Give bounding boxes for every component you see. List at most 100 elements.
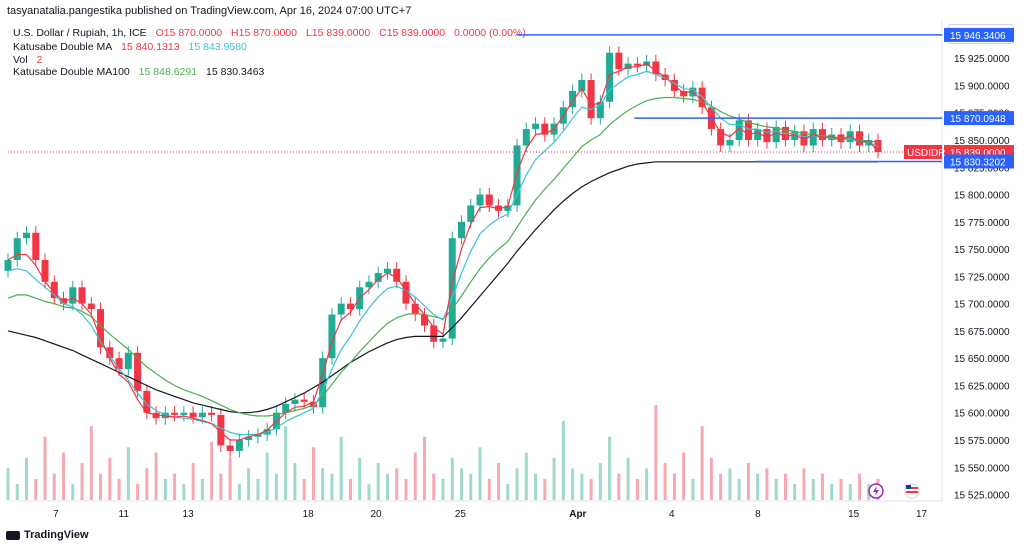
volume-bar — [728, 468, 732, 500]
x-tick-label: 11 — [119, 509, 130, 520]
volume-bar — [654, 405, 658, 500]
volume-bar — [62, 452, 66, 500]
flag-stripe-icon — [906, 491, 918, 493]
candle-body — [346, 303, 354, 310]
x-tick-label: 20 — [370, 509, 382, 520]
volume-bar — [413, 452, 417, 500]
candle-body — [328, 314, 336, 359]
candle-body — [374, 273, 382, 282]
y-tick-label: 15 925.0000 — [954, 54, 1010, 65]
volume-bar — [321, 468, 325, 500]
volume-bar — [709, 457, 713, 500]
double-ma-label[interactable]: Katusabe Double MA — [13, 41, 113, 53]
candle-body — [198, 412, 206, 418]
volume-bar — [580, 473, 584, 500]
candle-body — [726, 140, 734, 146]
candle-body — [448, 238, 456, 339]
volume-bar — [663, 463, 667, 500]
ma100-line — [7, 161, 878, 414]
volume-bar — [598, 463, 602, 500]
symbol-label[interactable]: U.S. Dollar / Rupiah, 1h, ICE — [13, 27, 147, 39]
volume-bar — [182, 484, 186, 500]
volume-bar — [71, 484, 75, 500]
candle-body — [97, 309, 105, 348]
volume-bar — [404, 478, 408, 500]
price-tag — [944, 154, 1014, 169]
volume-bar — [441, 478, 445, 500]
volume-bar — [487, 478, 491, 500]
x-tick-label: Apr — [569, 509, 586, 520]
y-tick-label: 15 775.0000 — [954, 218, 1010, 229]
candle-body — [458, 221, 466, 239]
vol-value: 2 — [36, 54, 43, 66]
candle-body — [439, 338, 447, 342]
candle-body — [689, 87, 697, 97]
volume-bar — [765, 468, 769, 500]
volume-bar — [117, 478, 121, 500]
candle-body — [87, 303, 95, 310]
candle-body — [744, 120, 752, 140]
volume-bar — [543, 478, 547, 500]
volume-bar — [25, 457, 29, 500]
volume-bar — [52, 473, 56, 500]
price-tag — [944, 27, 1014, 42]
y-tick-label: 15 900.0000 — [954, 81, 1010, 92]
volume-bar — [700, 426, 704, 500]
x-tick-label: 13 — [183, 509, 195, 520]
volume-bar — [561, 420, 565, 500]
volume-bar — [534, 473, 538, 500]
y-tick-label: 15 675.0000 — [954, 327, 1010, 338]
volume-bar — [274, 473, 278, 500]
volume-bar — [460, 468, 464, 500]
volume-bar — [34, 478, 38, 500]
volume-bar — [136, 484, 140, 500]
flag-stripe-icon — [906, 487, 918, 489]
vol-label[interactable]: Vol — [13, 54, 28, 66]
price-tag-label: 15 839.0000 — [950, 148, 1006, 159]
candle-body — [818, 129, 826, 140]
volume-bar — [635, 478, 639, 500]
volume-bar — [43, 436, 47, 500]
candle-body — [754, 129, 762, 140]
volume-bar — [756, 473, 760, 500]
y-tick-label: 15 550.0000 — [954, 463, 1010, 474]
candle-body — [78, 287, 86, 304]
flag-canton-icon — [906, 485, 911, 489]
ma100-value-1: 15 848.6291 — [138, 66, 198, 78]
volume-bar — [367, 484, 371, 500]
candle-body — [855, 131, 863, 146]
volume-bar — [311, 447, 315, 500]
ma100-label[interactable]: Katusabe Double MA100 — [13, 66, 130, 78]
volume-bar — [450, 457, 454, 500]
ohlc-high: H15 870.0000 — [231, 27, 298, 39]
tradingview-logo[interactable]: TradingView — [6, 529, 89, 541]
tradingview-mark-icon — [6, 530, 20, 540]
candle-body — [615, 52, 623, 70]
candle-body — [106, 347, 114, 359]
candle-body — [587, 80, 595, 119]
candle-body — [717, 129, 725, 146]
candle-body — [485, 194, 493, 206]
volume-bar — [783, 473, 787, 500]
volume-bar — [589, 478, 593, 500]
volume-bar — [857, 473, 861, 500]
candle-body — [402, 281, 410, 304]
volume-bar — [163, 478, 167, 500]
price-tag-label: 15 870.0948 — [950, 114, 1006, 125]
volume-bar — [395, 468, 399, 500]
legend-double-ma-row: Katusabe Double MA 15 840.1313 15 843.95… — [13, 41, 253, 53]
volume-bar — [126, 447, 130, 500]
volume-bar — [645, 468, 649, 500]
candle-body — [800, 131, 808, 146]
volume-bar — [348, 478, 352, 500]
volume-bar — [302, 478, 306, 500]
candle-body — [245, 436, 253, 440]
double-ma-value-1: 15 840.1313 — [121, 41, 180, 53]
candle-body — [50, 281, 58, 299]
candle-body — [467, 205, 475, 222]
symbol-tag — [904, 145, 942, 159]
volume-bar — [682, 452, 686, 500]
candle-body — [772, 126, 780, 143]
ma-mid-line — [7, 70, 879, 436]
